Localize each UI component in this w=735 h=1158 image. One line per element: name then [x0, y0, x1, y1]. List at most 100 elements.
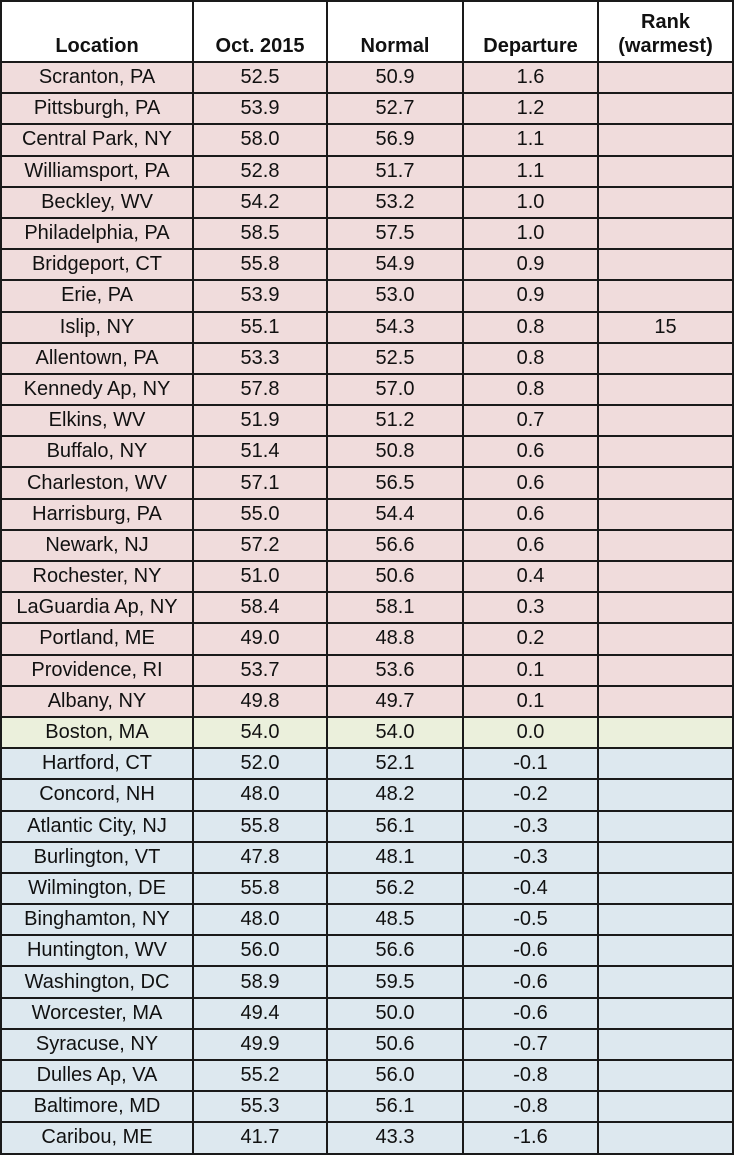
cell-rank — [597, 279, 734, 313]
cell-rank — [597, 591, 734, 625]
cell-rank — [597, 871, 734, 906]
cell-rank — [597, 903, 734, 937]
table-row: Portland, ME 49.0 48.8 0.2 — [0, 622, 734, 656]
cell-oct-2015: 49.9 — [192, 1027, 328, 1062]
cell-departure: -0.1 — [462, 747, 599, 781]
header-location: Location — [0, 0, 194, 63]
cell-normal: 48.2 — [326, 778, 464, 812]
cell-oct-2015: 53.3 — [192, 341, 328, 375]
cell-rank — [597, 840, 734, 874]
cell-normal: 50.9 — [326, 60, 464, 95]
table-row: Hartford, CT 52.0 52.1 -0.1 — [0, 747, 734, 781]
cell-normal: 58.1 — [326, 591, 464, 625]
cell-location: Binghamton, NY — [0, 903, 194, 937]
cell-oct-2015: 58.4 — [192, 591, 328, 625]
cell-normal: 49.7 — [326, 684, 464, 718]
cell-location: Scranton, PA — [0, 60, 194, 95]
table-row: Worcester, MA 49.4 50.0 -0.6 — [0, 996, 734, 1030]
cell-location: Kennedy Ap, NY — [0, 372, 194, 407]
header-normal: Normal — [326, 0, 464, 63]
header-rank-line1: Rank — [641, 11, 690, 33]
cell-oct-2015: 49.8 — [192, 684, 328, 718]
table-row: Baltimore, MD 55.3 56.1 -0.8 — [0, 1090, 734, 1124]
cell-departure: -0.6 — [462, 934, 599, 968]
cell-oct-2015: 57.1 — [192, 466, 328, 500]
cell-location: Bridgeport, CT — [0, 248, 194, 282]
header-oct-2015: Oct. 2015 — [192, 0, 328, 63]
table-row: Binghamton, NY 48.0 48.5 -0.5 — [0, 903, 734, 937]
cell-normal: 56.6 — [326, 528, 464, 563]
cell-normal: 53.6 — [326, 653, 464, 687]
cell-rank — [597, 435, 734, 469]
cell-location: Washington, DC — [0, 965, 194, 999]
table-row: Providence, RI 53.7 53.6 0.1 — [0, 653, 734, 687]
cell-departure: 1.1 — [462, 154, 599, 188]
cell-rank — [597, 559, 734, 594]
cell-location: Buffalo, NY — [0, 435, 194, 469]
header-departure: Departure — [462, 0, 599, 63]
header-rank-line2: (warmest) — [618, 35, 713, 57]
cell-oct-2015: 58.0 — [192, 123, 328, 157]
cell-normal: 56.6 — [326, 934, 464, 968]
table-row: Atlantic City, NJ 55.8 56.1 -0.3 — [0, 809, 734, 843]
table-row: Kennedy Ap, NY 57.8 57.0 0.8 — [0, 372, 734, 407]
cell-departure: 0.9 — [462, 248, 599, 282]
table-row: Charleston, WV 57.1 56.5 0.6 — [0, 466, 734, 500]
cell-normal: 54.9 — [326, 248, 464, 282]
cell-normal: 56.1 — [326, 1090, 464, 1124]
cell-rank — [597, 747, 734, 781]
cell-oct-2015: 48.0 — [192, 778, 328, 812]
cell-normal: 54.3 — [326, 310, 464, 344]
cell-location: Syracuse, NY — [0, 1027, 194, 1062]
table-row: Islip, NY 55.1 54.3 0.8 15 — [0, 310, 734, 344]
table-row: Caribou, ME 41.7 43.3 -1.6 — [0, 1121, 734, 1155]
cell-oct-2015: 55.8 — [192, 248, 328, 282]
cell-departure: -0.8 — [462, 1090, 599, 1124]
cell-rank — [597, 497, 734, 531]
cell-rank — [597, 622, 734, 656]
cell-oct-2015: 57.8 — [192, 372, 328, 407]
cell-location: Harrisburg, PA — [0, 497, 194, 531]
cell-normal: 52.5 — [326, 341, 464, 375]
cell-location: Elkins, WV — [0, 404, 194, 438]
table-row: Rochester, NY 51.0 50.6 0.4 — [0, 559, 734, 594]
cell-oct-2015: 56.0 — [192, 934, 328, 968]
cell-rank — [597, 185, 734, 219]
cell-location: Concord, NH — [0, 778, 194, 812]
table-row: Concord, NH 48.0 48.2 -0.2 — [0, 778, 734, 812]
cell-oct-2015: 51.0 — [192, 559, 328, 594]
cell-rank — [597, 1121, 734, 1155]
cell-departure: -0.6 — [462, 965, 599, 999]
cell-normal: 50.6 — [326, 559, 464, 594]
cell-oct-2015: 41.7 — [192, 1121, 328, 1155]
cell-location: Boston, MA — [0, 715, 194, 750]
cell-normal: 50.6 — [326, 1027, 464, 1062]
cell-rank — [597, 216, 734, 251]
cell-departure: 0.9 — [462, 279, 599, 313]
cell-rank — [597, 996, 734, 1030]
cell-departure: 0.8 — [462, 372, 599, 407]
cell-normal: 56.2 — [326, 871, 464, 906]
cell-location: Albany, NY — [0, 684, 194, 718]
cell-departure: -0.4 — [462, 871, 599, 906]
cell-departure: 0.2 — [462, 622, 599, 656]
cell-location: Central Park, NY — [0, 123, 194, 157]
cell-rank — [597, 1027, 734, 1062]
cell-oct-2015: 51.4 — [192, 435, 328, 469]
cell-location: Williamsport, PA — [0, 154, 194, 188]
cell-oct-2015: 58.5 — [192, 216, 328, 251]
cell-normal: 52.1 — [326, 747, 464, 781]
cell-departure: -0.8 — [462, 1058, 599, 1093]
cell-normal: 56.9 — [326, 123, 464, 157]
cell-normal: 52.7 — [326, 92, 464, 126]
cell-departure: 0.6 — [462, 435, 599, 469]
cell-departure: 0.8 — [462, 310, 599, 344]
cell-rank — [597, 809, 734, 843]
cell-rank — [597, 1090, 734, 1124]
cell-rank — [597, 248, 734, 282]
cell-oct-2015: 54.2 — [192, 185, 328, 219]
cell-location: Wilmington, DE — [0, 871, 194, 906]
table-row: Elkins, WV 51.9 51.2 0.7 — [0, 404, 734, 438]
cell-departure: -0.3 — [462, 840, 599, 874]
